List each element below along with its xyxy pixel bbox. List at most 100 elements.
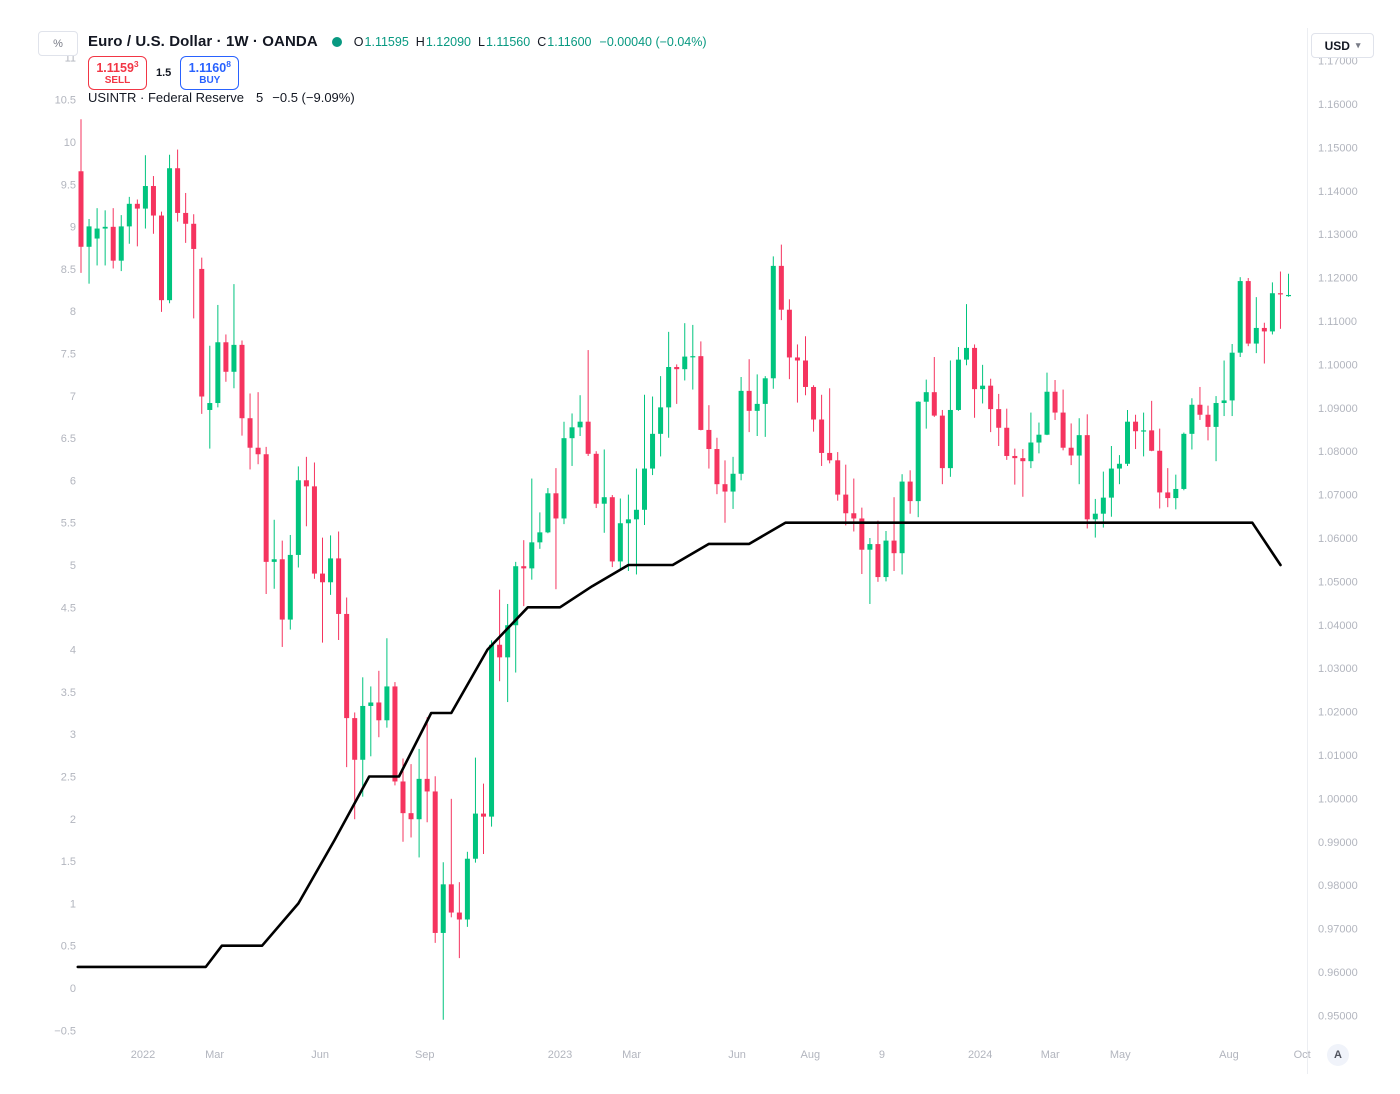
candle[interactable] (1133, 414, 1139, 450)
candle[interactable] (432, 776, 438, 943)
candle[interactable] (786, 299, 792, 380)
candle[interactable] (481, 783, 486, 854)
candle[interactable] (1245, 278, 1251, 347)
candle[interactable] (175, 149, 181, 222)
candle[interactable] (110, 208, 116, 269)
candle[interactable] (159, 211, 164, 312)
candle[interactable] (231, 284, 237, 389)
candle[interactable] (1012, 448, 1018, 485)
candle[interactable] (529, 478, 535, 580)
candle[interactable] (698, 341, 704, 431)
candle[interactable] (183, 192, 189, 243)
candle[interactable] (642, 394, 647, 525)
candle[interactable] (1036, 422, 1042, 454)
candle[interactable] (150, 176, 156, 234)
candle[interactable] (859, 507, 865, 575)
candle[interactable] (336, 531, 342, 640)
candle[interactable] (746, 359, 752, 433)
candle[interactable] (1286, 273, 1291, 297)
candle[interactable] (988, 378, 994, 433)
candle[interactable] (1004, 408, 1010, 460)
candle[interactable] (1197, 386, 1203, 420)
candle[interactable] (1157, 428, 1163, 509)
candle[interactable] (360, 677, 366, 797)
candle[interactable] (513, 561, 519, 673)
candle[interactable] (1044, 372, 1050, 436)
candle[interactable] (247, 393, 253, 470)
candle[interactable] (408, 764, 414, 838)
candle[interactable] (1229, 344, 1235, 417)
candle[interactable] (303, 456, 309, 527)
candle[interactable] (1189, 398, 1195, 450)
candle[interactable] (1084, 414, 1090, 529)
candle[interactable] (1213, 396, 1219, 462)
candle[interactable] (1205, 405, 1211, 441)
candle[interactable] (376, 670, 382, 738)
candle[interactable] (263, 446, 269, 594)
candle[interactable] (722, 460, 728, 523)
candle[interactable] (448, 798, 454, 918)
candle[interactable] (907, 470, 913, 514)
candle[interactable] (142, 155, 148, 229)
candle[interactable] (1020, 449, 1026, 497)
candle[interactable] (167, 154, 173, 304)
candle[interactable] (1277, 271, 1283, 329)
candle[interactable] (972, 344, 978, 418)
candle[interactable] (738, 376, 744, 481)
candle[interactable] (593, 451, 599, 509)
auto-scale-button[interactable]: A (1327, 1044, 1349, 1066)
candle[interactable] (223, 334, 229, 382)
candle[interactable] (416, 748, 422, 858)
time-axis[interactable]: 2022 Mar Jun Sep 2023 Mar Jun Aug 9 2024 Mar May Aug… (131, 1049, 1311, 1061)
candle[interactable] (239, 340, 245, 436)
candle[interactable] (658, 376, 664, 457)
candle[interactable] (770, 256, 776, 389)
candle[interactable] (1221, 360, 1227, 417)
candle[interactable] (489, 640, 495, 827)
candle[interactable] (980, 364, 986, 404)
candle[interactable] (617, 498, 623, 571)
candle[interactable] (1100, 471, 1106, 528)
candle[interactable] (505, 603, 511, 703)
candle[interactable] (883, 531, 889, 582)
candle[interactable] (1076, 418, 1082, 485)
buy-button[interactable]: 1.11608 BUY (180, 56, 240, 90)
candle[interactable] (1125, 409, 1130, 466)
candle[interactable] (456, 882, 462, 959)
candle[interactable] (126, 196, 132, 244)
candle[interactable] (1181, 432, 1187, 491)
candle[interactable] (682, 323, 688, 381)
candle[interactable] (134, 199, 140, 247)
candle[interactable] (1149, 400, 1155, 452)
candle[interactable] (424, 717, 430, 823)
candle[interactable] (94, 208, 100, 266)
candle[interactable] (521, 540, 527, 607)
candle[interactable] (255, 392, 261, 465)
candle[interactable] (827, 388, 833, 464)
candle[interactable] (440, 862, 446, 1020)
candle[interactable] (1060, 389, 1066, 451)
candle[interactable] (215, 304, 221, 408)
candle[interactable] (400, 758, 406, 842)
candle[interactable] (875, 520, 881, 582)
candle[interactable] (899, 474, 905, 575)
candle[interactable] (1092, 498, 1098, 538)
candle[interactable] (915, 401, 921, 518)
candle[interactable] (778, 244, 784, 321)
candle[interactable] (320, 537, 325, 643)
candle[interactable] (287, 534, 293, 630)
candle[interactable] (328, 535, 334, 595)
candle[interactable] (1165, 468, 1171, 508)
candle[interactable] (794, 344, 800, 403)
candle[interactable] (843, 464, 849, 526)
candle[interactable] (835, 452, 841, 501)
candle[interactable] (811, 385, 817, 432)
candle[interactable] (344, 597, 350, 768)
sell-button[interactable]: 1.11593 SELL (88, 56, 147, 90)
candle[interactable] (633, 468, 639, 575)
candle[interactable] (464, 851, 470, 927)
candle[interactable] (714, 437, 720, 495)
candle[interactable] (939, 409, 945, 485)
candle[interactable] (368, 686, 374, 757)
